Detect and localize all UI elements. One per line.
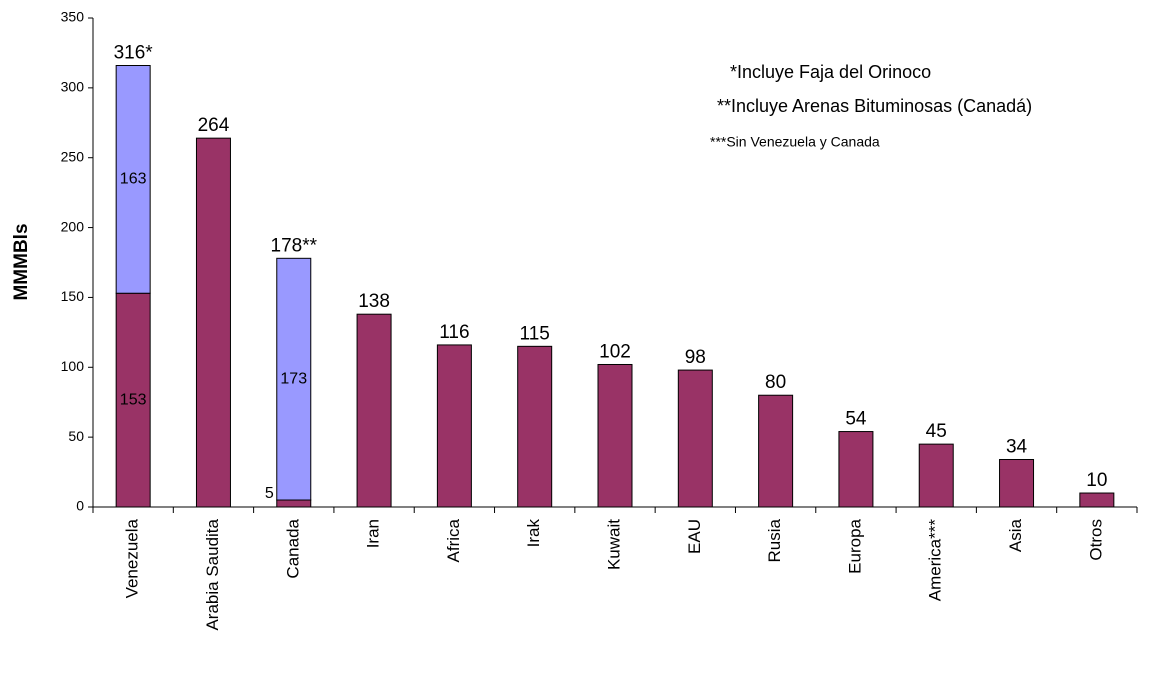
y-tick-label: 250 — [61, 148, 85, 164]
x-tick-label: Rusia — [765, 518, 784, 562]
total-label: 264 — [198, 115, 230, 136]
y-tick-label: 50 — [68, 428, 84, 444]
total-label: 54 — [845, 409, 867, 430]
bar-segment — [276, 257, 312, 501]
y-axis-label: MMMBls — [11, 223, 32, 300]
x-tick-label: Irak — [524, 519, 543, 548]
bar-segment — [436, 344, 472, 508]
bar-segment — [597, 363, 633, 508]
annotation: *Incluye Faja del Orinoco — [730, 62, 931, 82]
x-tick-label: Canada — [283, 518, 302, 578]
total-label: 102 — [599, 342, 631, 363]
total-label: 45 — [926, 421, 947, 442]
x-tick-label: Asia — [1006, 518, 1025, 552]
total-label: 138 — [358, 291, 390, 312]
bar-segment — [758, 394, 794, 508]
total-label: 34 — [1006, 437, 1028, 458]
bar-segment — [115, 65, 151, 294]
bar-segment — [115, 292, 151, 508]
bar-segment — [195, 137, 231, 508]
y-tick-label: 0 — [76, 498, 84, 514]
x-tick-label: America*** — [926, 519, 945, 602]
bar-segment — [517, 345, 553, 508]
segment-label: 173 — [280, 370, 307, 387]
total-label: 98 — [685, 347, 706, 368]
total-label: 10 — [1086, 470, 1107, 491]
x-tick-label: EAU — [685, 519, 704, 554]
bar-segment — [356, 313, 392, 508]
total-label: 115 — [520, 323, 550, 344]
bar-segment — [918, 443, 954, 508]
bar-segment — [1079, 492, 1115, 508]
total-label: 116 — [439, 322, 469, 343]
x-tick-label: Iran — [364, 519, 383, 548]
total-label: 316* — [114, 43, 154, 64]
y-tick-label: 300 — [61, 79, 85, 95]
segment-label: 153 — [120, 391, 147, 408]
bar-segment — [276, 499, 312, 508]
bar-segment — [838, 431, 874, 508]
annotation: **Incluye Arenas Bituminosas (Canadá) — [717, 96, 1032, 116]
x-tick-label: Africa — [444, 518, 463, 562]
bar-segment — [999, 458, 1035, 508]
x-tick-label: Kuwait — [604, 519, 623, 570]
x-tick-label: Arabia Saudita — [203, 518, 222, 630]
y-tick-label: 200 — [61, 218, 85, 234]
total-label: 178** — [271, 235, 318, 256]
x-tick-label: Venezuela — [123, 518, 142, 598]
annotation: ***Sin Venezuela y Canada — [710, 134, 880, 150]
y-tick-label: 100 — [61, 358, 85, 374]
segment-label: 163 — [120, 171, 147, 188]
x-tick-label: Otros — [1086, 519, 1105, 561]
y-tick-label: 150 — [61, 288, 85, 304]
bar-segment — [677, 369, 713, 508]
segment-label: 5 — [265, 485, 274, 502]
total-label: 80 — [765, 372, 786, 393]
x-tick-label: Europa — [845, 518, 864, 573]
y-tick-label: 350 — [61, 9, 85, 25]
